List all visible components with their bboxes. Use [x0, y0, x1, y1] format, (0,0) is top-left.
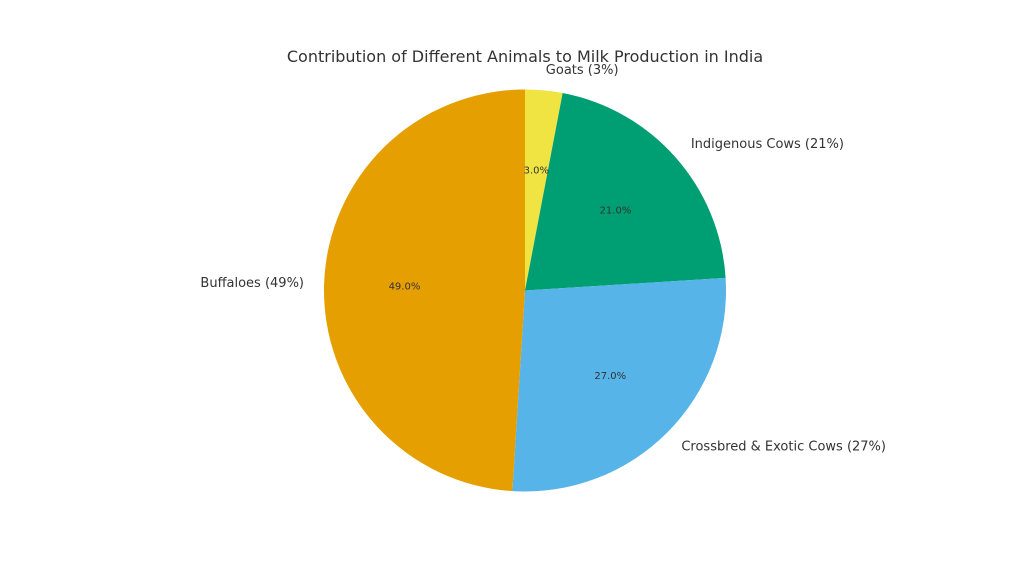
pie-slice-goats — [525, 89, 563, 291]
pie-slice-indigenous-cows — [525, 93, 726, 291]
pie-labels: 3.0% Goats (3%) 21.0% Indigenous Cows (21%)… — [200, 63, 886, 454]
pie-slice-label: Buffaloes (49%) — [200, 276, 304, 291]
pie-percent-label: 27.0% — [594, 371, 626, 382]
chart-title: Contribution of Different Animals to Mil… — [287, 47, 763, 66]
pie-slice-label: Crossbred & Exotic Cows (27%) — [681, 439, 886, 454]
pie-slice-buffaloes — [324, 89, 525, 492]
pie-percent-label: 3.0% — [524, 165, 549, 176]
pie-percent-label: 21.0% — [600, 206, 632, 217]
pie-percent-label: 49.0% — [389, 282, 421, 293]
pie-slices — [324, 89, 726, 492]
pie-slice-label: Goats (3%) — [546, 63, 619, 78]
pie-slice-label: Indigenous Cows (21%) — [691, 137, 844, 152]
pie-slice-crossbred-exotic-cows — [512, 277, 726, 492]
